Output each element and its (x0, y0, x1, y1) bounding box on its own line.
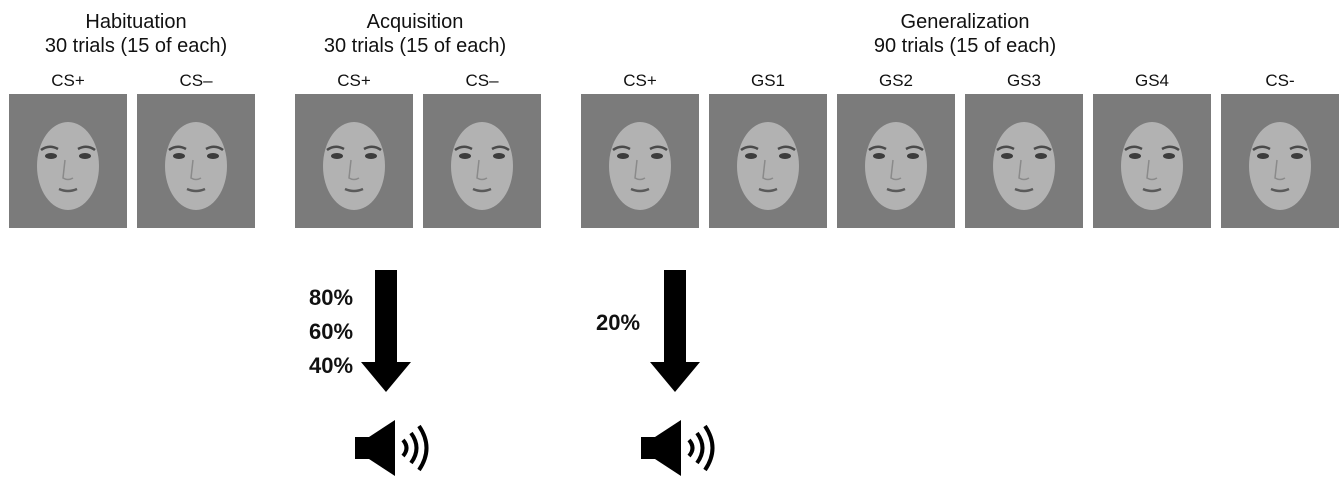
speaker-sound-icon (641, 420, 715, 476)
reinforcement-rate: 60% (309, 319, 354, 344)
face-stimulus-image (1221, 94, 1339, 228)
stimulus-label: GS4 (1134, 71, 1170, 90)
stimulus-label: CS– (465, 71, 499, 90)
face-stimulus-image (1093, 94, 1211, 228)
stimulus-label: CS+ (623, 71, 657, 90)
face-stimulus-image (581, 94, 699, 228)
down-arrow-icon (361, 270, 411, 392)
stimulus-label: GS2 (878, 71, 914, 90)
habituation-title: Habituation 30 trials (15 of each) (16, 10, 256, 58)
acquisition-trials: 30 trials (15 of each) (323, 35, 507, 57)
reinforcement-rate: 20% (596, 310, 641, 335)
stimulus-label: CS+ (337, 71, 371, 90)
stimulus-label: CS– (179, 71, 213, 90)
face-stimulus-image (9, 94, 127, 228)
face-stimulus-image (709, 94, 827, 228)
acquisition-name: Acquisition (366, 11, 464, 33)
habituation-trials: 30 trials (15 of each) (44, 35, 228, 57)
generalization-trials: 90 trials (15 of each) (873, 35, 1057, 57)
face-stimulus-image (295, 94, 413, 228)
stimulus-label: CS- (1265, 71, 1295, 90)
stimulus-label: CS+ (51, 71, 85, 90)
generalization-name: Generalization (900, 11, 1030, 33)
generalization-title: Generalization 90 trials (15 of each) (830, 10, 1100, 58)
down-arrow-icon (650, 270, 700, 392)
reinforcement-rate: 40% (309, 353, 354, 378)
acquisition-title: Acquisition 30 trials (15 of each) (290, 10, 540, 58)
face-stimulus-image (837, 94, 955, 228)
face-stimulus-image (965, 94, 1083, 228)
stimulus-label: GS3 (1006, 71, 1042, 90)
face-stimulus-image (423, 94, 541, 228)
stimulus-label: GS1 (750, 71, 786, 90)
face-stimulus-image (137, 94, 255, 228)
habituation-name: Habituation (85, 11, 187, 33)
reinforcement-rate: 80% (309, 285, 354, 310)
speaker-sound-icon (355, 420, 429, 476)
